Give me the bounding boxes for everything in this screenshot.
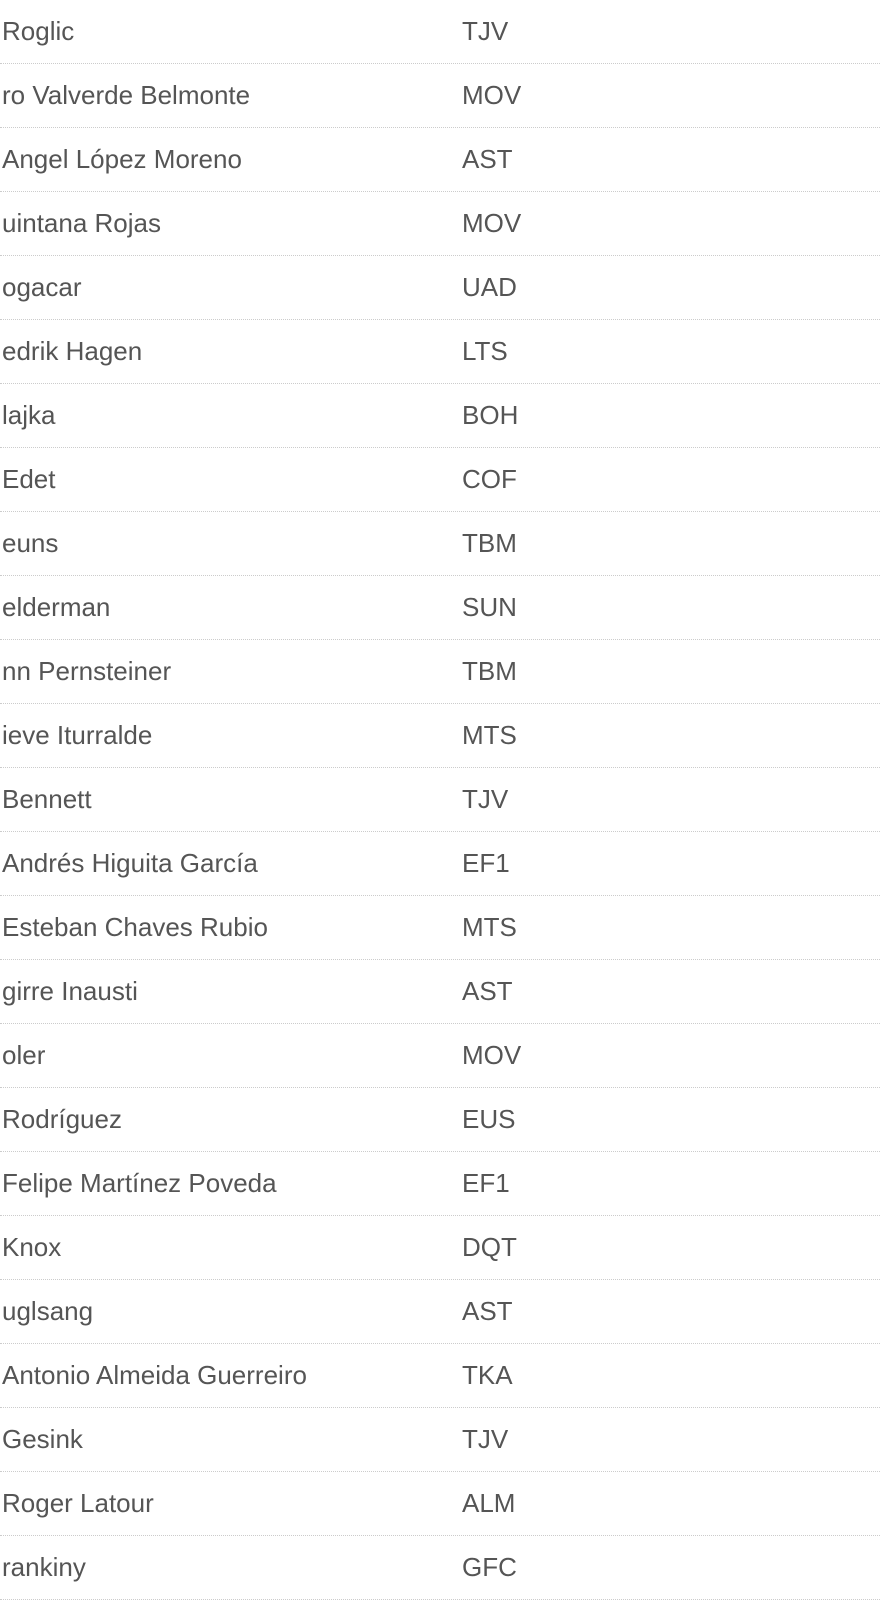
team-code-cell: MOV: [460, 80, 880, 111]
team-code-cell: MTS: [460, 912, 880, 943]
rider-name-cell: Roger Latour: [0, 1488, 460, 1519]
team-code-cell: TJV: [460, 16, 880, 47]
table-row[interactable]: ogacarUAD: [0, 256, 880, 320]
rider-name-cell: uglsang: [0, 1296, 460, 1327]
table-row[interactable]: Antonio Almeida GuerreiroTKA: [0, 1344, 880, 1408]
team-code-cell: BOH: [460, 400, 880, 431]
rider-name-cell: Roglic: [0, 16, 460, 47]
rider-name-cell: lajka: [0, 400, 460, 431]
rider-name-cell: Gesink: [0, 1424, 460, 1455]
results-table: RoglicTJVro Valverde BelmonteMOVAngel Ló…: [0, 0, 880, 1600]
table-row[interactable]: eldermanSUN: [0, 576, 880, 640]
table-row[interactable]: girre InaustiAST: [0, 960, 880, 1024]
team-code-cell: TBM: [460, 528, 880, 559]
team-code-cell: EF1: [460, 848, 880, 879]
team-code-cell: MOV: [460, 1040, 880, 1071]
table-row[interactable]: nn PernsteinerTBM: [0, 640, 880, 704]
table-row[interactable]: KnoxDQT: [0, 1216, 880, 1280]
table-row[interactable]: lajkaBOH: [0, 384, 880, 448]
team-code-cell: MTS: [460, 720, 880, 751]
team-code-cell: EUS: [460, 1104, 880, 1135]
team-code-cell: DQT: [460, 1232, 880, 1263]
table-row[interactable]: ro Valverde BelmonteMOV: [0, 64, 880, 128]
team-code-cell: GFC: [460, 1552, 880, 1583]
table-row[interactable]: GesinkTJV: [0, 1408, 880, 1472]
rider-name-cell: Edet: [0, 464, 460, 495]
team-code-cell: EF1: [460, 1168, 880, 1199]
table-row[interactable]: Angel López MorenoAST: [0, 128, 880, 192]
table-row[interactable]: RodríguezEUS: [0, 1088, 880, 1152]
table-row[interactable]: eunsTBM: [0, 512, 880, 576]
team-code-cell: TKA: [460, 1360, 880, 1391]
team-code-cell: SUN: [460, 592, 880, 623]
table-row[interactable]: ieve IturraldeMTS: [0, 704, 880, 768]
rider-name-cell: oler: [0, 1040, 460, 1071]
team-code-cell: AST: [460, 976, 880, 1007]
rider-name-cell: ieve Iturralde: [0, 720, 460, 751]
team-code-cell: TJV: [460, 1424, 880, 1455]
table-row[interactable]: Esteban Chaves RubioMTS: [0, 896, 880, 960]
rider-name-cell: ro Valverde Belmonte: [0, 80, 460, 111]
rider-name-cell: Felipe Martínez Poveda: [0, 1168, 460, 1199]
team-code-cell: COF: [460, 464, 880, 495]
rider-name-cell: euns: [0, 528, 460, 559]
rider-name-cell: Bennett: [0, 784, 460, 815]
rider-name-cell: girre Inausti: [0, 976, 460, 1007]
team-code-cell: TBM: [460, 656, 880, 687]
table-row[interactable]: Felipe Martínez PovedaEF1: [0, 1152, 880, 1216]
rider-name-cell: nn Pernsteiner: [0, 656, 460, 687]
rider-name-cell: uintana Rojas: [0, 208, 460, 239]
team-code-cell: ALM: [460, 1488, 880, 1519]
team-code-cell: TJV: [460, 784, 880, 815]
table-row[interactable]: BennettTJV: [0, 768, 880, 832]
rider-name-cell: Andrés Higuita García: [0, 848, 460, 879]
rider-name-cell: Antonio Almeida Guerreiro: [0, 1360, 460, 1391]
table-row[interactable]: olerMOV: [0, 1024, 880, 1088]
table-row[interactable]: uglsangAST: [0, 1280, 880, 1344]
rider-name-cell: Angel López Moreno: [0, 144, 460, 175]
table-row[interactable]: edrik HagenLTS: [0, 320, 880, 384]
rider-name-cell: Rodríguez: [0, 1104, 460, 1135]
team-code-cell: MOV: [460, 208, 880, 239]
table-row[interactable]: Andrés Higuita GarcíaEF1: [0, 832, 880, 896]
team-code-cell: LTS: [460, 336, 880, 367]
team-code-cell: UAD: [460, 272, 880, 303]
table-row[interactable]: uintana RojasMOV: [0, 192, 880, 256]
team-code-cell: AST: [460, 144, 880, 175]
rider-name-cell: edrik Hagen: [0, 336, 460, 367]
table-row[interactable]: RoglicTJV: [0, 0, 880, 64]
team-code-cell: AST: [460, 1296, 880, 1327]
rider-name-cell: rankiny: [0, 1552, 460, 1583]
table-row[interactable]: EdetCOF: [0, 448, 880, 512]
rider-name-cell: ogacar: [0, 272, 460, 303]
rider-name-cell: Esteban Chaves Rubio: [0, 912, 460, 943]
table-row[interactable]: Roger LatourALM: [0, 1472, 880, 1536]
rider-name-cell: elderman: [0, 592, 460, 623]
table-row[interactable]: rankinyGFC: [0, 1536, 880, 1600]
rider-name-cell: Knox: [0, 1232, 460, 1263]
